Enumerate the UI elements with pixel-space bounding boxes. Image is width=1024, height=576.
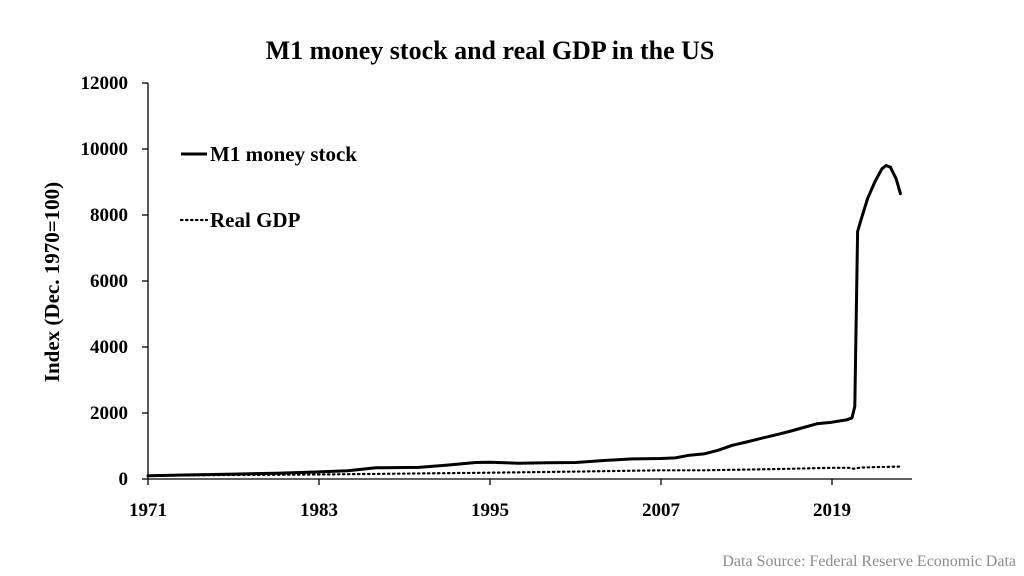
y-axis-label: Index (Dec. 1970=100) [40, 182, 64, 382]
chart-title: M1 money stock and real GDP in the US [266, 36, 715, 65]
legend-item-m1-money-stock: M1 money stock [210, 142, 357, 166]
y-tick-label: 4000 [90, 337, 128, 358]
y-tick-label: 6000 [90, 271, 128, 292]
x-tick-label: 1983 [300, 500, 338, 521]
x-tick-label: 1995 [471, 500, 509, 521]
series-layer [146, 164, 902, 478]
x-tick-label: 2019 [813, 500, 851, 521]
x-tick-label: 1971 [129, 500, 167, 521]
series-line-real-gdp [146, 465, 902, 477]
legend: M1 money stock Real GDP [179, 142, 357, 232]
x-tick-label: 2007 [642, 500, 681, 521]
y-tick-label: 2000 [90, 403, 128, 424]
legend-item-real-gdp: Real GDP [210, 208, 301, 232]
axes: 0 2000 4000 6000 8000 10000 12000 1971 1983 1995 2… [81, 73, 912, 521]
data-source-note: Data Source: Federal Reserve Economic Da… [722, 553, 1016, 570]
series-line-m1-money-stock [146, 164, 902, 478]
y-tick-label: 12000 [81, 73, 129, 94]
y-tick-label: 8000 [90, 205, 128, 226]
y-tick-label: 10000 [81, 139, 129, 160]
y-tick-label: 0 [119, 469, 129, 490]
